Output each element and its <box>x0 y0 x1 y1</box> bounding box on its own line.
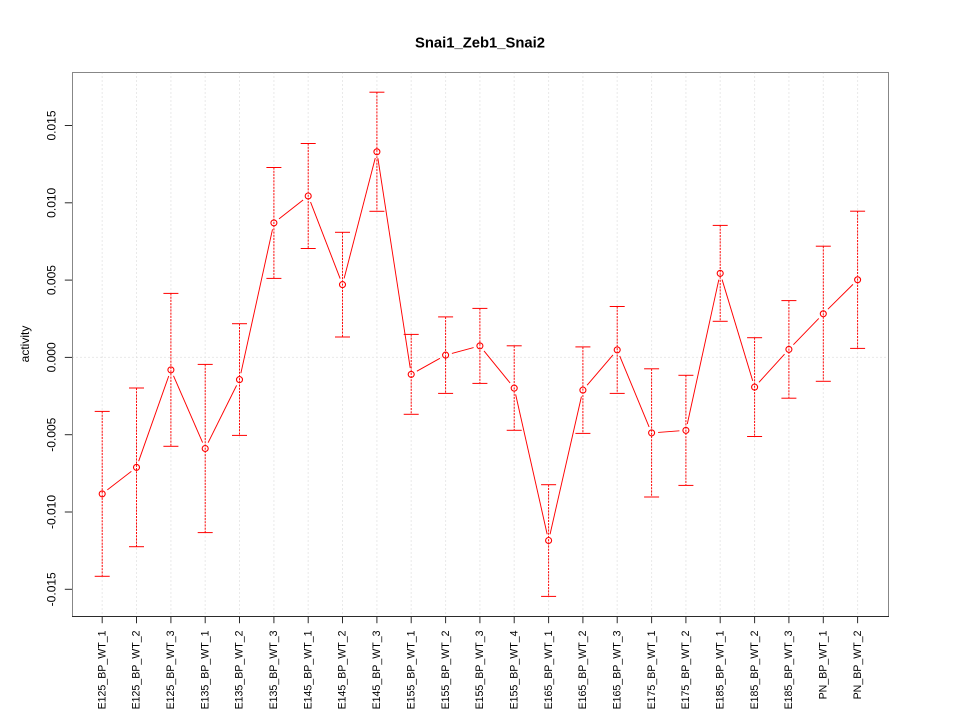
svg-text:0.015: 0.015 <box>45 110 59 140</box>
svg-text:0.005: 0.005 <box>45 265 59 295</box>
svg-text:E155_BP_WT_2: E155_BP_WT_2 <box>440 630 452 709</box>
svg-text:E145_BP_WT_1: E145_BP_WT_1 <box>302 630 314 709</box>
svg-text:E125_BP_WT_2: E125_BP_WT_2 <box>131 630 143 709</box>
svg-text:E165_BP_WT_3: E165_BP_WT_3 <box>611 630 623 709</box>
svg-text:E165_BP_WT_1: E165_BP_WT_1 <box>543 630 555 709</box>
svg-text:E145_BP_WT_2: E145_BP_WT_2 <box>337 630 349 709</box>
svg-text:-0.015: -0.015 <box>45 572 59 606</box>
svg-text:E155_BP_WT_1: E155_BP_WT_1 <box>405 630 417 709</box>
svg-text:E135_BP_WT_2: E135_BP_WT_2 <box>234 630 246 709</box>
svg-text:E125_BP_WT_1: E125_BP_WT_1 <box>96 630 108 709</box>
svg-text:E135_BP_WT_3: E135_BP_WT_3 <box>268 630 280 709</box>
svg-text:E175_BP_WT_1: E175_BP_WT_1 <box>646 630 658 709</box>
svg-text:PN_BP_WT_2: PN_BP_WT_2 <box>852 630 864 699</box>
svg-text:E125_BP_WT_3: E125_BP_WT_3 <box>165 630 177 709</box>
svg-text:Snai1_Zeb1_Snai2: Snai1_Zeb1_Snai2 <box>415 36 545 52</box>
svg-text:E185_BP_WT_2: E185_BP_WT_2 <box>749 630 761 709</box>
svg-text:E155_BP_WT_4: E155_BP_WT_4 <box>508 630 520 709</box>
svg-text:E175_BP_WT_2: E175_BP_WT_2 <box>680 630 692 709</box>
svg-text:E165_BP_WT_2: E165_BP_WT_2 <box>577 630 589 709</box>
svg-text:E135_BP_WT_1: E135_BP_WT_1 <box>199 630 211 709</box>
svg-text:E155_BP_WT_3: E155_BP_WT_3 <box>474 630 486 709</box>
svg-text:0.010: 0.010 <box>45 187 59 217</box>
svg-text:-0.005: -0.005 <box>45 417 59 451</box>
svg-text:E185_BP_WT_1: E185_BP_WT_1 <box>714 630 726 709</box>
svg-text:activity: activity <box>18 326 32 363</box>
svg-text:PN_BP_WT_1: PN_BP_WT_1 <box>818 630 830 699</box>
svg-text:E185_BP_WT_3: E185_BP_WT_3 <box>783 630 795 709</box>
svg-text:0.000: 0.000 <box>45 342 59 372</box>
svg-text:E145_BP_WT_3: E145_BP_WT_3 <box>371 630 383 709</box>
svg-text:-0.010: -0.010 <box>45 495 59 529</box>
